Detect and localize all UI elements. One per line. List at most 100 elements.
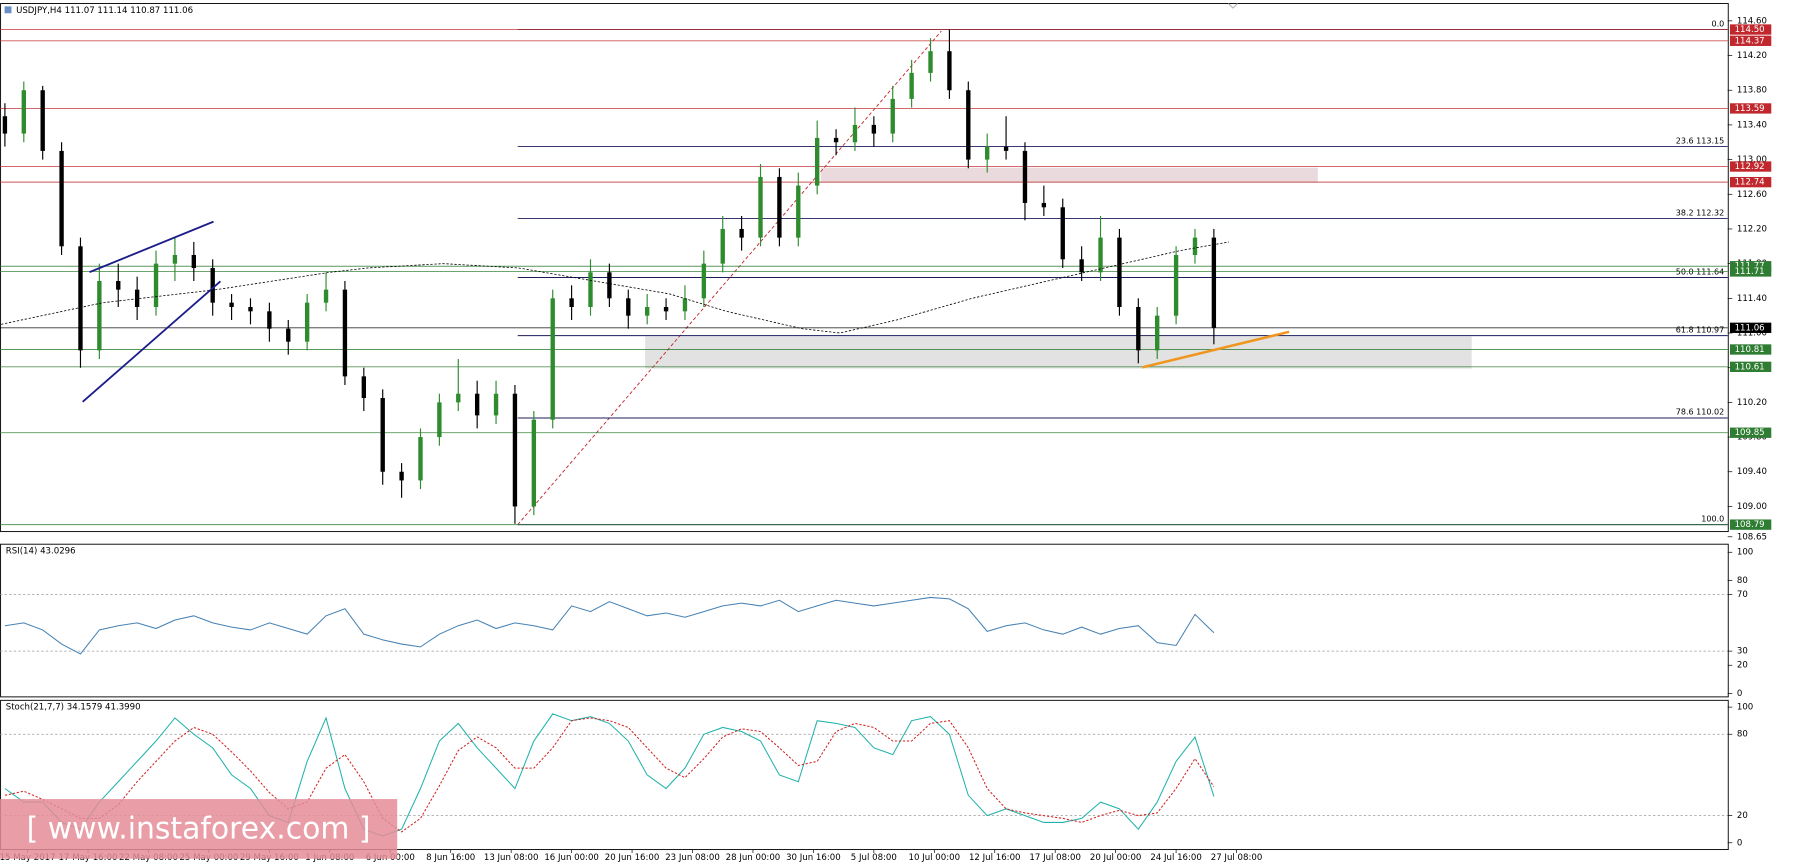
zones [517, 30, 1472, 525]
panel-title: RSI(14) 43.0296 [6, 547, 76, 557]
price-box [1729, 35, 1772, 46]
candle-body [1060, 207, 1065, 260]
candle-body [21, 90, 26, 134]
x-tick-label: 24 Jul 16:00 [1150, 853, 1202, 863]
candle-body [1041, 202, 1047, 208]
y-tick-label: 0 [1737, 838, 1742, 848]
y-tick-label: 100 [1737, 548, 1753, 558]
y-tick-label: 112.60 [1737, 190, 1767, 200]
candle-body [286, 328, 291, 342]
candle-body [172, 254, 178, 264]
candle-body [2, 116, 8, 134]
candle-body [852, 124, 858, 143]
x-tick-label: 23 Jun 08:00 [665, 853, 720, 863]
indicator-line [4, 596, 1215, 655]
candle-body [134, 289, 140, 307]
candle-body [304, 302, 310, 342]
price-label: 112.74 [1735, 178, 1765, 188]
candle-body [59, 150, 64, 247]
price-label: 114.37 [1735, 36, 1765, 46]
candle-body [1079, 259, 1084, 273]
price-label: 114.50 [1735, 25, 1765, 35]
candle-body [871, 124, 877, 134]
y-tick-label: 108.65 [1737, 532, 1767, 542]
candle-body [474, 393, 480, 416]
candle-body [323, 289, 329, 303]
candle-body [1136, 306, 1141, 351]
candle-body [493, 393, 499, 416]
price-box [1729, 261, 1772, 272]
candle-body [550, 298, 555, 420]
panel-frame [0, 3, 1729, 533]
fib-label: 38.2 112.32 [1676, 208, 1724, 217]
candle-body [1003, 146, 1009, 151]
fib-trend-line [517, 30, 942, 525]
y-tick-label: 114.60 [1737, 16, 1767, 26]
x-tick-label: 20 Jun 16:00 [605, 853, 660, 863]
price-box [1729, 519, 1772, 530]
x-tick-label: 13 Jun 08:00 [484, 853, 539, 863]
candle-body [342, 289, 348, 377]
price-label: 111.71 [1735, 267, 1765, 277]
candle-body [588, 272, 593, 307]
x-tick-label: 8 Jun 16:00 [426, 853, 475, 863]
fib-label: 61.8 110.97 [1676, 325, 1724, 334]
x-tick-label: 16 Jun 00:00 [544, 853, 599, 863]
price-label: 108.79 [1735, 520, 1765, 530]
x-tick-label: 27 Jul 08:00 [1211, 853, 1263, 863]
candle-body [947, 51, 952, 91]
candle-body [97, 280, 102, 351]
candle-body [153, 263, 159, 307]
candle-body [569, 298, 574, 307]
candle-body [229, 302, 234, 307]
price-label: 112.92 [1735, 162, 1765, 172]
candle-body [1173, 254, 1179, 316]
symbol-icon [4, 6, 12, 14]
candle-body [644, 306, 650, 316]
x-tick-label: 30 Jun 16:00 [786, 853, 841, 863]
price-label: 111.06 [1735, 323, 1765, 333]
panel-title: USDJPY,H4 111.07 111.14 110.87 111.06 [16, 6, 193, 16]
candle-body [682, 298, 688, 312]
moving-average [1, 241, 1230, 334]
channel-line [82, 280, 222, 403]
shift-marker [1227, 3, 1238, 9]
candle-body [78, 246, 83, 351]
indicator-line [4, 717, 1215, 833]
y-tick-label: 113.80 [1737, 86, 1767, 96]
trend-line [1141, 330, 1290, 369]
x-tick-label: 10 Jul 00:00 [909, 853, 961, 863]
candle-body [890, 98, 895, 134]
candle-body [437, 402, 442, 438]
candle-body [777, 176, 782, 238]
price-box [1729, 24, 1772, 35]
y-tick-label: 100 [1737, 703, 1753, 713]
candle-body [758, 176, 763, 238]
support-zone [645, 336, 1472, 369]
panel-title: Stoch(21,7,7) 34.1579 41.3990 [6, 703, 141, 713]
candle-body [267, 311, 272, 329]
y-tick-label: 30 [1737, 647, 1748, 657]
candle-body [512, 393, 518, 507]
candle-body [626, 298, 631, 316]
price-box [1729, 176, 1772, 188]
price-box [1729, 322, 1772, 333]
resistance-zone [820, 167, 1318, 183]
candle-body [607, 272, 612, 299]
y-tick-label: 80 [1737, 576, 1748, 586]
candle-body [833, 137, 839, 143]
candle-body [361, 376, 367, 399]
watermark: [ www.instaforex.com ] [27, 812, 371, 847]
y-tick-label: 112.20 [1737, 224, 1767, 234]
y-tick-label: 114.20 [1737, 51, 1767, 61]
candle-body [1155, 315, 1160, 351]
candle-body [116, 280, 121, 290]
price-label: 110.81 [1735, 345, 1765, 355]
panel-frame [0, 699, 1729, 851]
price-box [1729, 103, 1772, 114]
watermark-box [0, 799, 398, 859]
candle-body [663, 306, 669, 312]
candle-body [456, 393, 461, 403]
candle-body [191, 254, 196, 268]
